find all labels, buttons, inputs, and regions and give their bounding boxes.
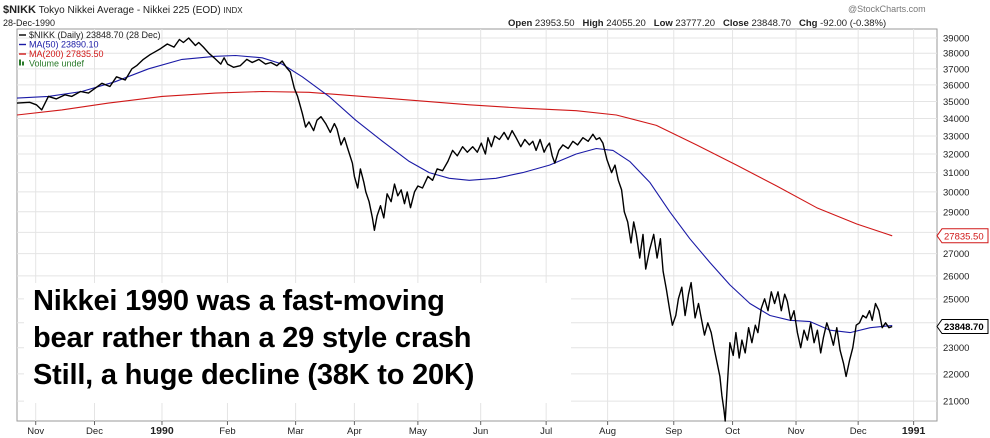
y-tick-label: 34000 bbox=[943, 114, 969, 125]
y-tick-label: 26000 bbox=[943, 271, 969, 282]
y-tick-label: 30000 bbox=[943, 187, 969, 198]
x-tick-label: Nov bbox=[788, 426, 805, 437]
price-tag-label: 23848.70 bbox=[944, 322, 984, 333]
x-tick-label: Jul bbox=[540, 426, 552, 437]
x-tick-label: Dec bbox=[850, 426, 867, 437]
annotation-box: Nikkei 1990 was a fast-moving bear rathe… bbox=[24, 283, 571, 403]
caption-line-2: bear rather than a 29 style crash bbox=[33, 322, 472, 354]
y-tick-label: 38000 bbox=[943, 49, 969, 60]
ohlc-readout: Open 23953.50 High 24055.20 Low 23777.20… bbox=[508, 18, 886, 29]
high-value: 24055.20 bbox=[606, 18, 646, 29]
x-tick-label: Apr bbox=[347, 426, 362, 437]
x-tick-label: Aug bbox=[599, 426, 616, 437]
caption-line-1: Nikkei 1990 was a fast-moving bbox=[33, 285, 445, 317]
ma200-line bbox=[16, 90, 893, 237]
close-label: Close bbox=[722, 18, 749, 29]
series-layer bbox=[16, 37, 893, 422]
chg-label: Chg bbox=[799, 18, 818, 29]
y-tick-label: 35000 bbox=[943, 97, 969, 108]
y-tick-label: 32000 bbox=[943, 150, 969, 161]
chart-title: $NIKK Tokyo Nikkei Average - Nikkei 225 … bbox=[3, 4, 243, 16]
index-name: Tokyo Nikkei Average - Nikkei 225 (EOD) bbox=[38, 5, 221, 16]
y-tick-label: 31000 bbox=[943, 168, 969, 179]
y-tick-label: 21000 bbox=[943, 397, 969, 408]
y-tick-label: 25000 bbox=[943, 294, 969, 305]
y-tick-label: 36000 bbox=[943, 80, 969, 91]
price-tag-box bbox=[936, 228, 989, 244]
x-tick-label: Nov bbox=[27, 426, 44, 437]
low-value: 23777.20 bbox=[675, 18, 716, 29]
x-axis: Nov Dec 1990 Feb Mar Apr May Jun Jul Aug Sep Oct Nov… bbox=[27, 421, 925, 437]
x-tick-label: 1990 bbox=[150, 425, 174, 437]
y-tick-label: 22000 bbox=[943, 369, 969, 380]
price-tag: 23848.70 bbox=[936, 318, 989, 334]
legend-swatch bbox=[22, 61, 24, 66]
y-tick-label: 29000 bbox=[943, 207, 969, 218]
price-line bbox=[16, 37, 893, 422]
chg-value: -92.00 (-0.38%) bbox=[820, 18, 887, 29]
legend-swatch bbox=[19, 59, 21, 66]
x-tick-label: Sep bbox=[665, 426, 682, 437]
low-label: Low bbox=[653, 18, 673, 29]
chart-date: 28-Dec-1990 bbox=[3, 18, 56, 28]
x-tick-label: Jun bbox=[473, 426, 488, 437]
y-tick-label: 37000 bbox=[943, 64, 969, 75]
legend-entry: Volume undef bbox=[29, 59, 85, 69]
y-tick-label: 27000 bbox=[943, 249, 969, 260]
x-tick-label: Mar bbox=[287, 426, 303, 437]
y-axis: 2100022000230002400025000260002700028000… bbox=[936, 33, 989, 408]
open-value: 23953.50 bbox=[534, 18, 575, 29]
price-tag: 27835.50 bbox=[936, 228, 989, 244]
caption-line-3: Still, a huge decline (38K to 20K) bbox=[33, 359, 475, 391]
price-tag-box bbox=[936, 318, 989, 334]
legend-entry: $NIKK (Daily) 23848.70 (28 Dec) bbox=[29, 30, 161, 40]
x-tick-label: Oct bbox=[725, 426, 740, 437]
y-tick-label: 39000 bbox=[943, 33, 969, 44]
x-tick-label: Dec bbox=[86, 426, 103, 437]
legend-entry: MA(200) 27835.50 bbox=[29, 49, 104, 59]
symbol: $NIKK bbox=[3, 4, 37, 16]
close-value: 23848.70 bbox=[751, 18, 792, 29]
high-label: High bbox=[582, 18, 604, 29]
y-tick-label: 33000 bbox=[943, 131, 969, 142]
x-tick-label: 1991 bbox=[902, 425, 926, 437]
exchange: INDX bbox=[223, 6, 243, 15]
legend-entry: MA(50) 23890.10 bbox=[29, 40, 99, 50]
x-tick-label: Feb bbox=[219, 426, 235, 437]
ma50-line bbox=[16, 54, 893, 334]
x-tick-label: May bbox=[409, 426, 427, 437]
y-tick-label: 23000 bbox=[943, 343, 969, 354]
watermark: @StockCharts.com bbox=[848, 4, 926, 14]
price-tag-label: 27835.50 bbox=[944, 231, 984, 242]
open-label: Open bbox=[508, 18, 533, 29]
legend: $NIKK (Daily) 23848.70 (28 Dec)MA(50) 23… bbox=[19, 30, 161, 69]
